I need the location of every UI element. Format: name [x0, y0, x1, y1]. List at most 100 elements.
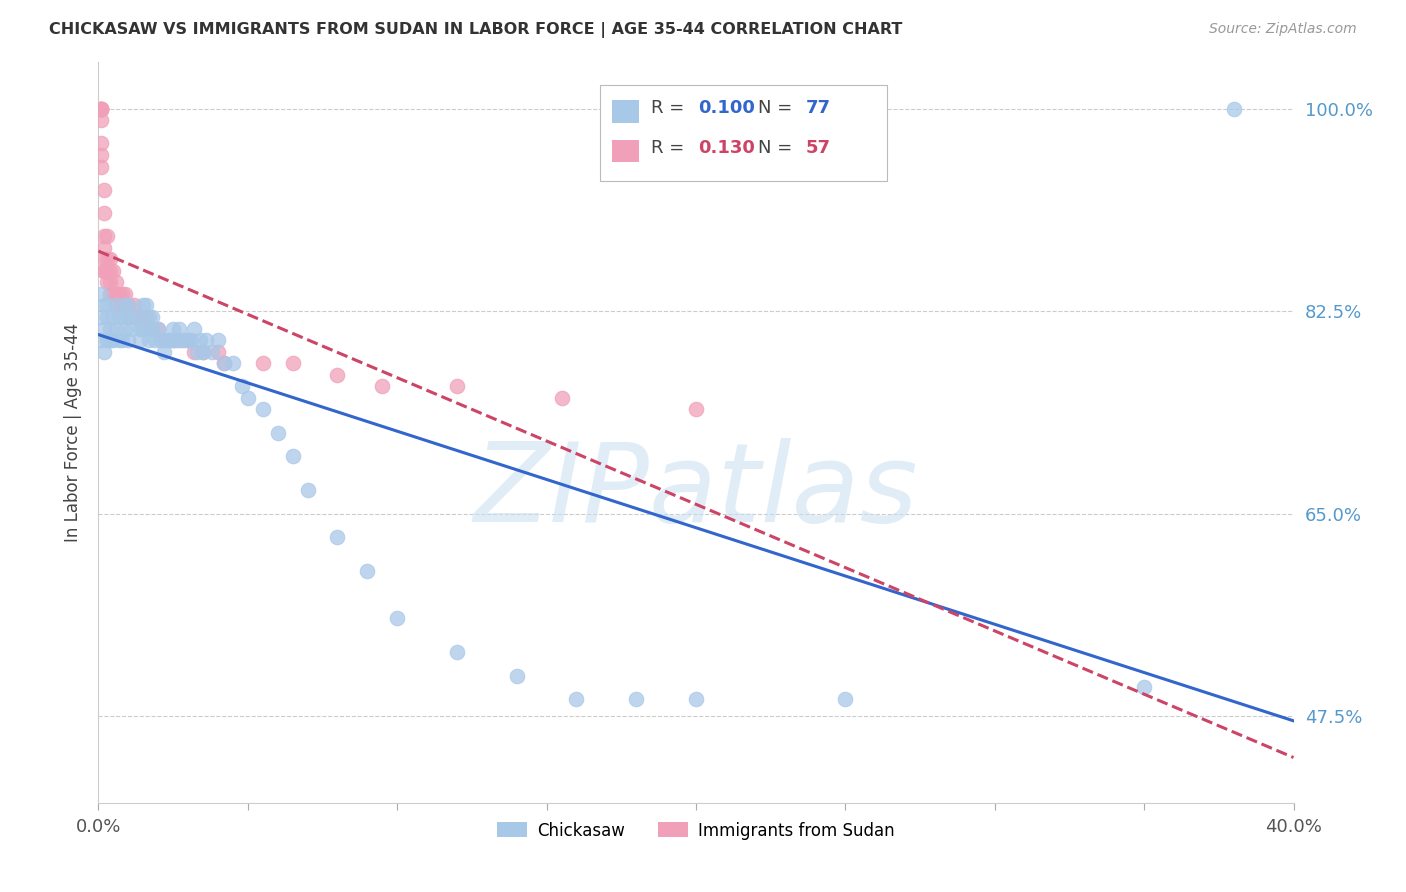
Point	[165, 333, 187, 347]
Point	[90, 310, 112, 324]
Point	[162, 333, 184, 347]
Point	[127, 310, 149, 324]
Point	[1223, 102, 1246, 116]
Point	[159, 333, 181, 347]
Point	[90, 102, 112, 116]
Point	[96, 275, 118, 289]
Point	[117, 298, 139, 312]
Point	[371, 379, 394, 393]
Point	[96, 298, 118, 312]
Point	[565, 691, 588, 706]
Point	[143, 333, 166, 347]
Point	[117, 310, 139, 324]
Text: 77: 77	[806, 99, 831, 118]
Text: Source: ZipAtlas.com: Source: ZipAtlas.com	[1209, 22, 1357, 37]
Point	[172, 333, 194, 347]
Point	[356, 565, 378, 579]
Point	[167, 321, 190, 335]
Point	[252, 402, 274, 417]
Point	[93, 298, 115, 312]
Point	[236, 391, 259, 405]
Point	[90, 286, 112, 301]
Point	[114, 321, 136, 335]
Bar	[613, 100, 638, 123]
Point	[446, 379, 468, 393]
Point	[105, 298, 128, 312]
Point	[114, 286, 136, 301]
Point	[148, 321, 170, 335]
Point	[138, 310, 160, 324]
Point	[90, 333, 112, 347]
Point	[111, 286, 134, 301]
Point	[506, 668, 529, 682]
Point	[141, 310, 163, 324]
Point	[183, 321, 205, 335]
Point	[96, 229, 118, 244]
Point	[207, 333, 229, 347]
Point	[326, 368, 349, 382]
Point	[103, 286, 125, 301]
Point	[129, 310, 152, 324]
Point	[326, 530, 349, 544]
Point	[685, 691, 707, 706]
Point	[132, 321, 155, 335]
Legend: Chickasaw, Immigrants from Sudan: Chickasaw, Immigrants from Sudan	[491, 815, 901, 847]
Point	[103, 263, 125, 277]
Point	[167, 333, 190, 347]
Point	[108, 310, 131, 324]
Text: N =: N =	[758, 99, 799, 118]
Point	[1133, 680, 1156, 694]
Point	[108, 286, 131, 301]
Point	[93, 252, 115, 266]
Point	[93, 206, 115, 220]
Point	[98, 286, 122, 301]
Point	[174, 333, 197, 347]
Point	[141, 321, 163, 335]
Point	[124, 310, 146, 324]
Point	[103, 310, 125, 324]
Point	[93, 263, 115, 277]
Point	[212, 356, 235, 370]
FancyBboxPatch shape	[600, 85, 887, 181]
Point	[135, 310, 157, 324]
Point	[191, 344, 214, 359]
Point	[385, 610, 409, 624]
Point	[90, 160, 112, 174]
Point	[111, 333, 134, 347]
Point	[96, 252, 118, 266]
Point	[90, 102, 112, 116]
Point	[90, 102, 112, 116]
Point	[297, 483, 319, 498]
Point	[93, 344, 115, 359]
Point	[201, 344, 224, 359]
Point	[834, 691, 856, 706]
Point	[150, 333, 173, 347]
Point	[685, 402, 707, 417]
Point	[98, 252, 122, 266]
Point	[191, 344, 214, 359]
Point	[90, 113, 112, 128]
Point	[207, 344, 229, 359]
Point	[135, 321, 157, 335]
Point	[212, 356, 235, 370]
Point	[124, 298, 146, 312]
Point	[186, 344, 208, 359]
Point	[98, 321, 122, 335]
Point	[108, 333, 131, 347]
Point	[153, 344, 176, 359]
Point	[117, 310, 139, 324]
Point	[117, 298, 139, 312]
Text: R =: R =	[651, 138, 689, 157]
Point	[93, 263, 115, 277]
Point	[162, 321, 184, 335]
Point	[111, 298, 134, 312]
Point	[129, 321, 152, 335]
Point	[267, 425, 290, 440]
Point	[180, 333, 202, 347]
Text: N =: N =	[758, 138, 799, 157]
Point	[183, 344, 205, 359]
Point	[162, 333, 184, 347]
Point	[93, 240, 115, 254]
Point	[90, 102, 112, 116]
Point	[105, 275, 128, 289]
